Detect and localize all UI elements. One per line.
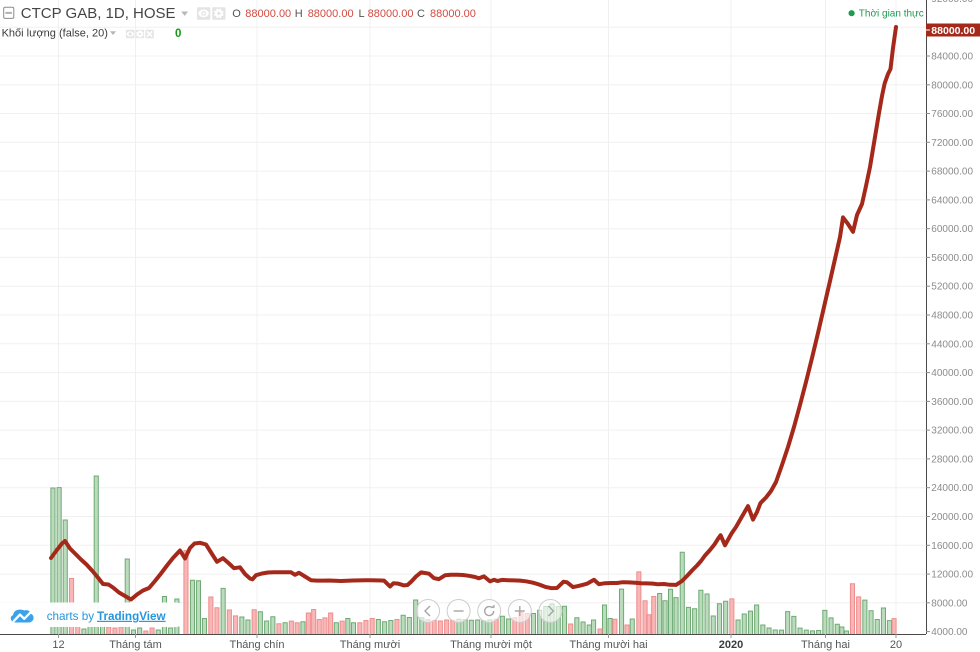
- svg-text:80000.00: 80000.00: [931, 80, 973, 91]
- svg-text:88000.00: 88000.00: [308, 8, 354, 20]
- svg-text:88000.00: 88000.00: [245, 8, 291, 20]
- svg-text:12000.00: 12000.00: [931, 570, 973, 581]
- svg-text:Tháng mười: Tháng mười: [340, 639, 400, 651]
- svg-text:Tháng mười một: Tháng mười một: [450, 639, 532, 651]
- svg-text:0: 0: [175, 28, 181, 40]
- svg-text:84000.00: 84000.00: [931, 52, 973, 63]
- svg-text:C: C: [417, 8, 425, 20]
- svg-text:4000.00: 4000.00: [931, 627, 968, 638]
- svg-text:76000.00: 76000.00: [931, 109, 973, 120]
- svg-text:Tháng mười hai: Tháng mười hai: [569, 639, 647, 651]
- svg-text:88000.00: 88000.00: [368, 8, 414, 20]
- svg-text:H: H: [295, 8, 303, 20]
- svg-text:12: 12: [52, 639, 64, 651]
- svg-text:TradingView: TradingView: [97, 610, 167, 623]
- svg-text:Tháng hai: Tháng hai: [801, 639, 850, 651]
- svg-text:CTCP GAB, 1D, HOSE: CTCP GAB, 1D, HOSE: [21, 5, 176, 22]
- svg-text:36000.00: 36000.00: [931, 397, 973, 408]
- svg-text:32000.00: 32000.00: [931, 426, 973, 437]
- svg-text:72000.00: 72000.00: [931, 138, 973, 149]
- svg-text:charts by: charts by: [47, 610, 95, 623]
- svg-text:40000.00: 40000.00: [931, 368, 973, 379]
- svg-text:68000.00: 68000.00: [931, 167, 973, 178]
- svg-text:64000.00: 64000.00: [931, 195, 973, 206]
- svg-text:28000.00: 28000.00: [931, 454, 973, 465]
- svg-text:24000.00: 24000.00: [931, 483, 973, 494]
- svg-text:2020: 2020: [719, 639, 743, 651]
- svg-text:20000.00: 20000.00: [931, 512, 973, 523]
- svg-text:52000.00: 52000.00: [931, 282, 973, 293]
- svg-text:44000.00: 44000.00: [931, 339, 973, 350]
- svg-text:60000.00: 60000.00: [931, 224, 973, 235]
- svg-text:Thời gian thực: Thời gian thực: [859, 9, 924, 20]
- svg-text:20: 20: [890, 639, 902, 651]
- svg-text:L: L: [359, 8, 365, 20]
- svg-text:48000.00: 48000.00: [931, 311, 973, 322]
- svg-text:56000.00: 56000.00: [931, 253, 973, 264]
- svg-text:8000.00: 8000.00: [931, 598, 968, 609]
- svg-text:92000.00: 92000.00: [931, 0, 973, 5]
- svg-text:88000.00: 88000.00: [430, 8, 476, 20]
- svg-text:O: O: [232, 8, 241, 20]
- svg-text:Khối lượng (false, 20): Khối lượng (false, 20): [2, 28, 108, 40]
- svg-text:Tháng chín: Tháng chín: [229, 639, 284, 651]
- svg-text:Tháng tám: Tháng tám: [109, 639, 162, 651]
- svg-text:16000.00: 16000.00: [931, 541, 973, 552]
- svg-text:88000.00: 88000.00: [931, 25, 975, 37]
